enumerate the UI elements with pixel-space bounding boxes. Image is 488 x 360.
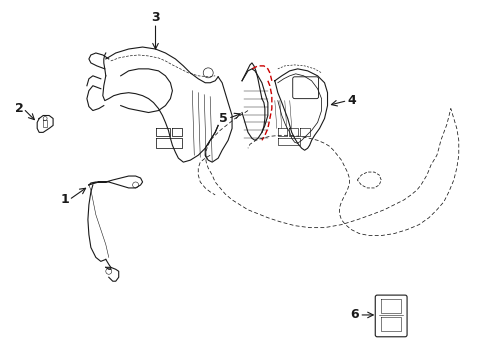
Text: 4: 4 — [346, 94, 355, 107]
Text: 5: 5 — [219, 112, 227, 125]
Text: 6: 6 — [350, 309, 359, 321]
Text: 3: 3 — [151, 11, 160, 24]
Text: 2: 2 — [15, 102, 23, 115]
Text: 1: 1 — [60, 193, 69, 206]
